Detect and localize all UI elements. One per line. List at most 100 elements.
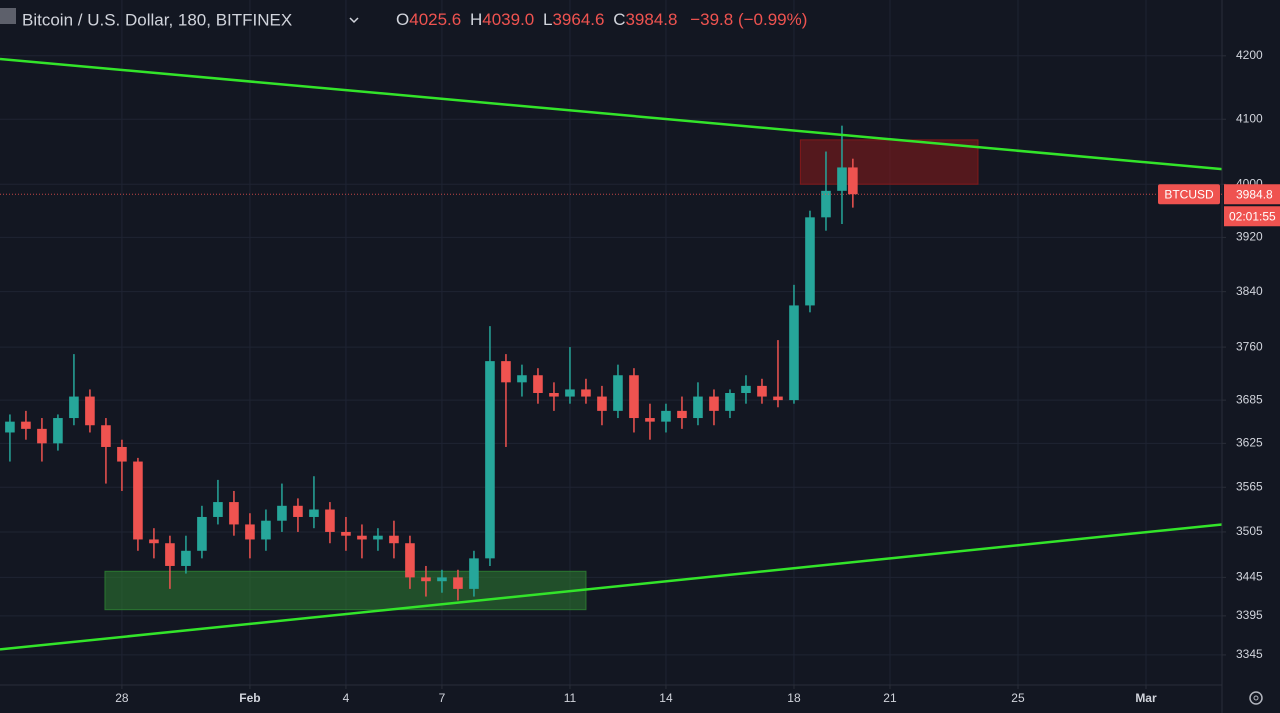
candle-body [821,190,831,218]
x-tick-label: 21 [883,691,897,705]
candle-body [357,535,367,540]
candle-body [789,305,799,401]
y-tick-label: 3565 [1236,479,1263,493]
ohlc-value: 3964.6 [552,10,604,29]
candle-body [421,577,431,582]
candle-body [645,418,655,422]
y-tick-label: 3505 [1236,524,1263,538]
candle-body [629,375,639,419]
candle-body [389,535,399,544]
candle-body [69,396,79,419]
candle-body [613,375,623,411]
candles [5,125,858,601]
candle-body [533,375,543,393]
y-tick-label: 3760 [1236,339,1263,353]
y-tick-label: 3445 [1236,570,1263,584]
price-tag [1224,184,1280,205]
trendline [0,523,1223,651]
ohlc-key: L [543,10,552,29]
candle-body [517,375,527,383]
candle-body [373,535,383,540]
price-tag-label: 3984.8 [1236,187,1273,201]
candle-body [453,577,463,589]
ohlc-header: O4025.6 H4039.0 L3964.6 C3984.8 −39.8 (−… [396,10,807,29]
x-tick-label: Mar [1135,691,1157,705]
candle-body [197,516,207,551]
candle-body [245,524,255,540]
y-tick-label: 3840 [1236,284,1263,298]
candle-body [405,543,415,578]
countdown-tag [1224,206,1280,227]
ohlc-key: H [470,10,482,29]
candle-body [101,425,111,447]
candle-body [837,167,847,191]
trendlines [0,57,1223,651]
candle-body [341,531,351,536]
candle-body [757,385,767,397]
candle-body [709,396,719,411]
candle-body [117,446,127,462]
candle-body [213,502,223,517]
candle-body [5,421,15,433]
x-tick-label: 14 [659,691,673,705]
candle-body [581,389,591,397]
candle-body [485,361,495,559]
ohlc-key: O [396,10,409,29]
candle-body [229,502,239,525]
x-tick-label: Feb [239,691,260,705]
candle-body [677,410,687,419]
candle-body [661,410,671,422]
candle-body [437,577,447,582]
candle-body [469,558,479,589]
x-tick-label: 18 [787,691,801,705]
x-tick-label: 28 [115,691,129,705]
candle-body [741,385,751,393]
x-tick-label: 7 [439,691,446,705]
candle-body [85,396,95,426]
zone [799,139,979,185]
y-tick-label: 3685 [1236,392,1263,406]
candle-body [53,418,63,444]
y-tick-label: 4100 [1236,111,1263,125]
candle-body [181,550,191,566]
ohlc-value: 3984.8 [625,10,677,29]
axes: 3345 3395 3445 3505 3565 3625 3685 3760 3840 3920… [0,48,1280,705]
candle-body [693,396,703,419]
candle-body [309,509,319,517]
candle-body [133,461,143,540]
symbol-tag [1158,184,1220,205]
y-tick-label: 3345 [1236,647,1263,661]
candle-body [725,392,735,411]
settings-icon[interactable] [1249,691,1263,705]
x-tick-label: 4 [343,691,350,705]
title-chevron[interactable] [349,17,359,24]
ohlc-value: 4025.6 [409,10,461,29]
candle-body [805,217,815,306]
candle-body [293,505,303,517]
x-tick-label: 11 [564,691,577,705]
x-tick-label: 25 [1011,691,1025,705]
trendline [0,57,1223,171]
gear[interactable] [1249,691,1263,705]
candle-body [325,509,335,532]
symbol-tag-label: BTCUSD [1164,187,1214,201]
y-tick-label: 3920 [1236,230,1263,244]
gear-center[interactable] [1253,695,1259,701]
chart-title[interactable]: Bitcoin / U.S. Dollar, 180, BITFINEX [22,10,292,29]
zones [104,139,979,611]
zone [104,570,587,611]
candle-body [165,543,175,566]
y-tick-label: 3625 [1236,436,1263,450]
countdown-label: 02:01:55 [1229,209,1276,223]
ohlc-value: 4039.0 [482,10,534,29]
candle-body [501,361,511,383]
candle-body [773,396,783,401]
y-tick-label: 4200 [1236,48,1263,62]
change: −39.8 (−0.99%) [690,10,807,29]
symbol-icon[interactable] [0,8,16,24]
candle-body [37,428,47,444]
candle-body [565,389,575,397]
candle-body [597,396,607,411]
